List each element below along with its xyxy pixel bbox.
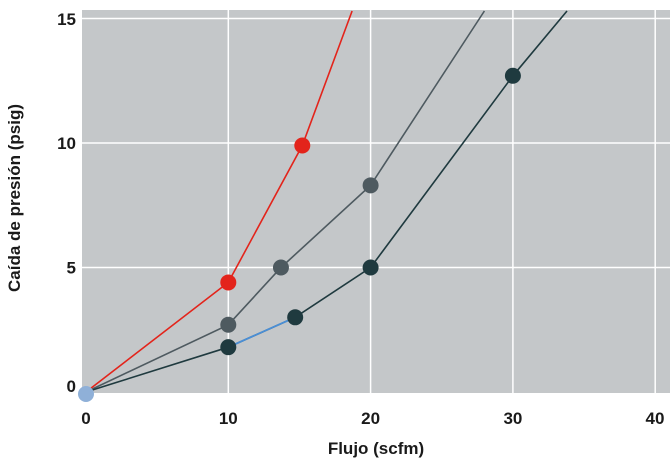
- x-tick-labels: 0 10 20 30 40: [81, 409, 664, 428]
- series-line-1: [85, 10, 353, 393]
- x-tick-label: 10: [219, 409, 238, 428]
- y-tick-label: 0: [67, 377, 76, 396]
- data-point-series-3: [362, 259, 379, 276]
- x-axis-label: Flujo (scfm): [328, 439, 424, 458]
- series-line-3: [85, 10, 568, 393]
- y-axis-label: Caída de presión (psig): [5, 104, 24, 292]
- series-markers: [78, 67, 521, 402]
- y-tick-label: 15: [57, 10, 76, 29]
- data-point-series-1: [220, 274, 237, 291]
- data-point-series-1: [294, 137, 311, 154]
- y-tick-labels: 0 5 10 15: [57, 10, 76, 396]
- data-point-series-2: [220, 316, 237, 333]
- x-tick-label: 0: [81, 409, 90, 428]
- data-point-series-3: [504, 67, 521, 84]
- x-tick-label: 20: [361, 409, 380, 428]
- y-tick-label: 5: [67, 259, 76, 278]
- data-point-series-2: [362, 177, 379, 194]
- plot-background: [82, 10, 670, 393]
- series-highlight-segment: [227, 316, 296, 349]
- origin-point: [78, 386, 94, 402]
- x-tick-label: 40: [646, 409, 665, 428]
- y-tick-label: 10: [57, 134, 76, 153]
- data-point-series-3: [287, 309, 304, 326]
- x-tick-label: 30: [503, 409, 522, 428]
- data-point-series-3: [220, 339, 237, 356]
- data-point-series-2: [272, 259, 289, 276]
